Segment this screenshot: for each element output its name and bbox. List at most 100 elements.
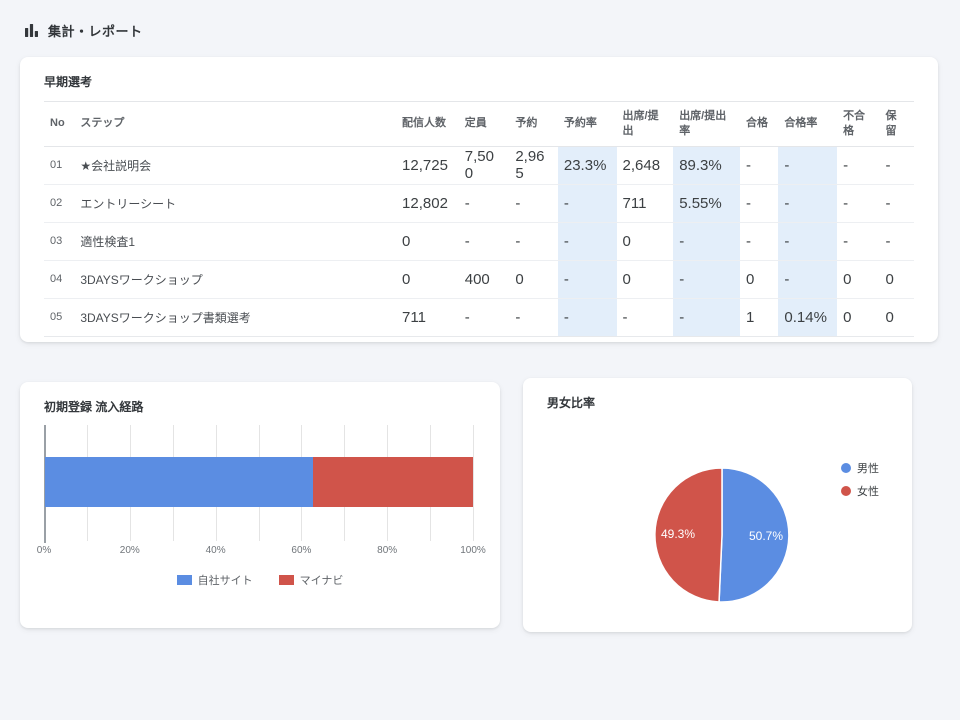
column-header: No [44, 102, 75, 147]
table-cell: ★会社説明会 [74, 146, 397, 185]
table-cell: 711 [396, 298, 459, 337]
legend-label: 自社サイト [197, 575, 253, 587]
bar-chart-plot [44, 425, 474, 543]
bar-chart-legend: 自社サイト マイナビ [20, 572, 500, 588]
stacked-bar [45, 457, 473, 507]
table-cell: - [509, 184, 558, 223]
table-cell: - [509, 222, 558, 261]
table-cell: 0 [837, 260, 880, 299]
legend-item: 女性 [841, 483, 879, 499]
inflow-chart-card: 初期登録 流入経路 0% 20% 40% 60% 80% 100% 自社サイト マイナビ [20, 382, 500, 628]
table-cell: 05 [44, 298, 75, 337]
table-row: 02 エントリーシート 12,802- - -711 5.55% - - - - [44, 184, 914, 223]
table-cell: - [557, 184, 617, 223]
table-cell: - [778, 184, 838, 223]
table-cell: 2,965 [509, 146, 558, 185]
table-cell: - [557, 298, 617, 337]
legend-dot [841, 463, 851, 473]
pie-chart: 50.7% 49.3% [654, 467, 790, 603]
pie-data-label: 50.7% [749, 529, 783, 543]
table-cell: 0 [879, 260, 914, 299]
table-cell: 89.3% [673, 146, 740, 185]
table-cell: 2,648 [616, 146, 674, 185]
pie-slice [718, 467, 790, 603]
tick-label: 0% [36, 545, 52, 556]
table-cell: - [879, 146, 914, 185]
table-cell: エントリーシート [74, 184, 397, 223]
bar-chart-x-axis: 0% 20% 40% 60% 80% 100% [37, 542, 486, 559]
table-cell: - [837, 184, 880, 223]
bar-chart-title: 初期登録 流入経路 [44, 400, 144, 414]
table-cell: - [616, 298, 674, 337]
table-cell: - [557, 260, 617, 299]
column-header: 出席/提出 [616, 102, 674, 147]
column-header: 合格 [739, 102, 779, 147]
table-cell: - [673, 260, 740, 299]
pie-data-label: 49.3% [661, 527, 695, 541]
table-cell: - [673, 222, 740, 261]
table-row: 01 ★会社説明会 12,725 7,500 2,965 23.3% 2,648 89.3% -… [44, 146, 914, 185]
table-cell: - [509, 298, 558, 337]
table-cell: 5.55% [673, 184, 740, 223]
legend-item: 自社サイト [176, 572, 253, 588]
gridline [473, 425, 474, 541]
table-cell: - [739, 146, 779, 185]
table-cell: - [837, 146, 880, 185]
table-cell: 12,802 [396, 184, 459, 223]
page-title: 集計・レポート [48, 24, 143, 39]
table-row: 04 3DAYSワークショップ 0 400 0-0-0-0 0 [44, 260, 914, 299]
table-cell: - [557, 222, 617, 261]
table-cell: 711 [616, 184, 674, 223]
table-cell: 0 [616, 222, 674, 261]
column-header: 保留 [879, 102, 914, 147]
table-cell: 0 [396, 260, 459, 299]
column-header: 予約率 [557, 102, 617, 147]
table-cell: 0 [509, 260, 558, 299]
table-cell: 0.14% [778, 298, 838, 337]
table-cell: 23.3% [557, 146, 617, 185]
bar-chart-icon [24, 23, 39, 38]
pie-chart-title: 男女比率 [547, 396, 596, 410]
table-header-row: No ステップ 配信人数 定員 予約 予約率 出席/提出 出席/提出率 合格 合格率 不合格 保留 [44, 102, 914, 147]
table-card-title: 早期選考 [44, 57, 914, 102]
table-cell: 3DAYSワークショップ書類選考 [74, 298, 397, 337]
table-cell: 1 [739, 298, 779, 337]
page-header: 集計・レポート [24, 21, 143, 40]
legend-label: マイナビ [299, 575, 344, 587]
table-cell: - [837, 222, 880, 261]
legend-label: 男性 [857, 463, 879, 475]
table-cell: 0 [837, 298, 880, 337]
column-header: 不合格 [837, 102, 880, 147]
table-body: 01 ★会社説明会 12,725 7,500 2,965 23.3% 2,648 89.3% -… [44, 146, 914, 337]
table-cell: 01 [44, 146, 75, 185]
column-header: 予約 [509, 102, 558, 147]
table-cell: - [879, 184, 914, 223]
column-header: 定員 [458, 102, 510, 147]
table-cell: - [778, 260, 838, 299]
table-cell: - [778, 146, 838, 185]
column-header: 配信人数 [396, 102, 459, 147]
table-cell: - [458, 184, 510, 223]
gender-ratio-card: 男女比率 50.7% 49.3% 男性女性 [523, 378, 912, 632]
tick-label: 100% [460, 545, 486, 556]
tick-label: 40% [205, 545, 226, 556]
table-cell: 適性検査1 [74, 222, 397, 261]
early-selection-card: 早期選考 No ステップ 配信人数 定員 予約 予約率 出席/提出 出席/提出率 合格 合格率 不合… [20, 57, 938, 342]
column-header: 出席/提出率 [673, 102, 740, 147]
table-cell: - [458, 222, 510, 261]
table-cell: 03 [44, 222, 75, 261]
table-cell: 400 [458, 260, 510, 299]
table-row: 05 3DAYSワークショップ書類選考 711- - - - -1 0.14% 0 0 [44, 298, 914, 337]
table-cell: 0 [739, 260, 779, 299]
legend-dot [841, 486, 851, 496]
table-cell: 0 [616, 260, 674, 299]
legend-item: 男性 [841, 460, 879, 476]
table-cell: 12,725 [396, 146, 459, 185]
table-cell: 04 [44, 260, 75, 299]
selection-table: No ステップ 配信人数 定員 予約 予約率 出席/提出 出席/提出率 合格 合格率 不合格 保留 0… [44, 102, 914, 337]
table-cell: - [778, 222, 838, 261]
legend-label: 女性 [857, 486, 879, 498]
table-cell: 02 [44, 184, 75, 223]
pie-chart-legend: 男性 女性 [841, 460, 879, 499]
pie-slice [654, 467, 723, 603]
